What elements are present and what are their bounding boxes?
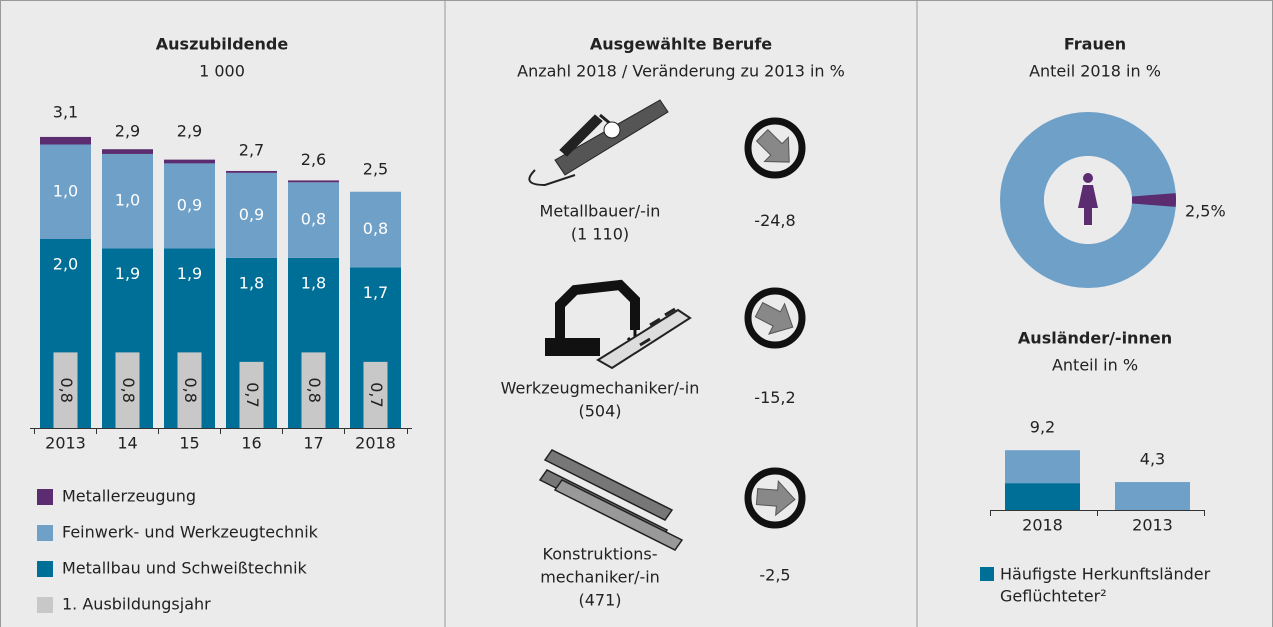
trend-arrow	[755, 128, 790, 163]
legend-label: Metallerzeugung	[62, 487, 196, 506]
total-label: 2,6	[301, 150, 326, 169]
profession-count: (504)	[578, 402, 621, 421]
x-tick-label: 2013	[1132, 516, 1173, 535]
beams-icon	[538, 449, 684, 551]
total-label: 2,9	[177, 121, 202, 140]
first-year-bar	[363, 361, 388, 428]
first-year-bar	[177, 352, 202, 428]
woman-body	[1078, 185, 1098, 225]
title: Frauen	[1064, 35, 1126, 54]
title: Ausgewählte Berufe	[590, 35, 772, 54]
bar-segment	[102, 153, 153, 249]
change-label: -24,8	[754, 211, 795, 230]
subtitle: Anteil in %	[1052, 356, 1138, 375]
title: Auszubildende	[156, 35, 289, 54]
legend-swatch	[37, 597, 53, 613]
first-year-label: 0,7	[243, 382, 262, 407]
value-label: 1,9	[177, 264, 202, 283]
legend-swatch	[37, 561, 53, 577]
legend-label: 1. Ausbildungsjahr	[62, 595, 211, 614]
first-year-bar	[115, 352, 140, 428]
bar-segment	[1005, 483, 1080, 510]
trend-arrow	[754, 301, 794, 335]
first-year-bar	[53, 352, 78, 428]
value-label: 1,8	[301, 273, 326, 292]
value-label: 0,9	[239, 205, 264, 224]
legend-swatch	[37, 525, 53, 541]
profession-count: (471)	[578, 591, 621, 610]
bar-segment	[226, 172, 277, 258]
bar-segment	[226, 170, 277, 173]
x-tick-label: 2013	[45, 434, 86, 453]
legend-label: Metallbau und Schweißtechnik	[62, 559, 308, 578]
bar-segment	[164, 163, 215, 249]
arrow-group	[755, 480, 796, 517]
x-tick-label: 16	[241, 434, 261, 453]
value-label: 1,9	[115, 264, 140, 283]
legend-label: Häufigste Herkunftsländer	[1000, 565, 1211, 584]
bar-segment	[164, 159, 215, 164]
x-tick-label: 2018	[1022, 516, 1063, 535]
change-label: -15,2	[754, 388, 795, 407]
total-label: 2,5	[363, 159, 388, 178]
first-year-label: 0,8	[181, 377, 200, 402]
subtitle: 1 000	[199, 62, 245, 81]
donut-slice	[1131, 193, 1177, 207]
bar-segment	[40, 136, 91, 145]
welding-icon	[528, 99, 669, 187]
bar-segment	[288, 180, 339, 183]
subtitle: Anzahl 2018 / Veränderung zu 2013 in %	[517, 62, 845, 81]
first-year-bar	[301, 352, 326, 428]
woman-head	[1083, 173, 1093, 183]
value-label: 2,5%	[1185, 202, 1226, 221]
arrow-group	[755, 128, 790, 163]
profession-name: mechaniker/-in	[540, 568, 660, 587]
legend-swatch	[980, 567, 994, 581]
first-year-bar	[239, 361, 264, 428]
value-label: 1,0	[115, 191, 140, 210]
legend-swatch	[37, 489, 53, 505]
value-label: 9,2	[1030, 418, 1055, 437]
value-label: 1,8	[239, 273, 264, 292]
legend-label: Feinwerk- und Werkzeugtechnik	[62, 523, 319, 542]
value-label: 0,9	[177, 195, 202, 214]
profession-name: Konstruktions-	[543, 545, 658, 564]
profession-count: (1 110)	[571, 225, 629, 244]
arrow-group	[754, 301, 794, 335]
subtitle: Anteil 2018 in %	[1029, 62, 1161, 81]
first-year-label: 0,8	[305, 377, 324, 402]
legend-label: Geflüchteter²	[1000, 587, 1107, 606]
bar	[1115, 482, 1190, 510]
bar-segment	[350, 191, 401, 268]
total-label: 3,1	[53, 103, 78, 122]
first-year-label: 0,8	[119, 377, 138, 402]
value-label: 2,0	[53, 255, 78, 274]
bar-segment	[102, 149, 153, 154]
bar-segment	[40, 144, 91, 239]
first-year-label: 0,7	[367, 382, 386, 407]
robot-icon	[545, 279, 692, 370]
x-tick-label: 2018	[355, 434, 396, 453]
value-label: 0,8	[363, 219, 388, 238]
title: Ausländer/-innen	[1018, 329, 1172, 348]
value-label: 1,7	[363, 283, 388, 302]
change-label: -2,5	[759, 566, 790, 585]
trend-arrow	[755, 480, 796, 517]
bar-segment	[288, 182, 339, 258]
total-label: 2,9	[115, 121, 140, 140]
profession-name: Metallbauer/-in	[540, 202, 661, 221]
x-tick-label: 15	[179, 434, 199, 453]
value-label: 4,3	[1140, 450, 1165, 469]
first-year-label: 0,8	[57, 377, 76, 402]
value-label: 1,0	[53, 181, 78, 200]
x-tick-label: 14	[117, 434, 137, 453]
x-tick-label: 17	[303, 434, 323, 453]
value-label: 0,8	[301, 210, 326, 229]
profession-name: Werkzeugmechaniker/-in	[501, 379, 700, 398]
total-label: 2,7	[239, 140, 264, 159]
